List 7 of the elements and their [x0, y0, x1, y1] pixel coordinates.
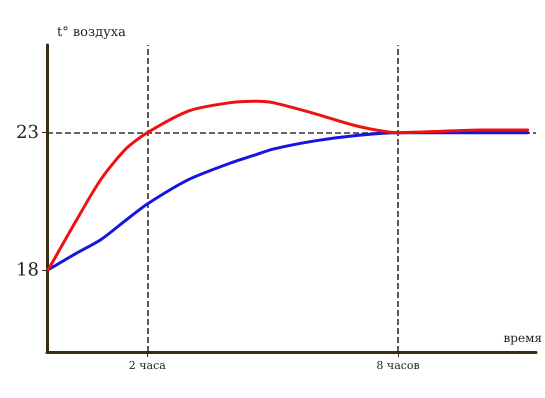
x-tick-label: 2 часа: [128, 359, 166, 372]
x-tick-label: 8 часов: [376, 359, 420, 372]
y-axis-title: t° воздуха: [57, 25, 126, 40]
y-tick-label: 23: [16, 122, 39, 144]
line-series: [46, 100, 530, 272]
x-axis-title: время: [504, 331, 542, 345]
y-tick-label: 18: [16, 259, 39, 280]
